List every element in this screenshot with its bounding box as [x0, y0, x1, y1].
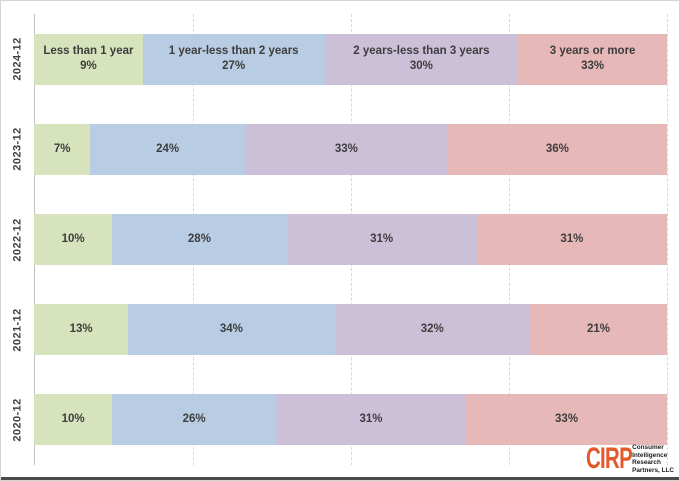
tagline-line: Research — [632, 459, 661, 467]
segment-value-label: 28% — [187, 232, 211, 245]
bar-segment: 10% — [34, 394, 113, 446]
segment-category-label: Less than 1 year — [43, 44, 134, 57]
segment-value-label: 13% — [69, 323, 93, 336]
segment-value-label: 24% — [156, 142, 180, 155]
bar-segment: 33% — [244, 123, 448, 175]
segment-value-label: 31% — [370, 232, 394, 245]
bar-segment: 24% — [90, 123, 245, 175]
segment-value-label: 36% — [545, 142, 569, 155]
segment-value-label: 33% — [555, 413, 579, 426]
bar-segment: 26% — [112, 394, 276, 446]
bar-segment: 1 year-less than 2 years 27% — [142, 33, 325, 85]
cirp-logo: CIRP Consumer Intelligence Research Part… — [586, 444, 674, 475]
bar-segment: 31% — [476, 214, 667, 265]
bar-segment: 33% — [466, 394, 667, 446]
chart-row: 2022-12 10% 28% 31% 31% — [1, 194, 667, 284]
segment-value-label: 33% — [581, 60, 605, 73]
bar-segment: Less than 1 year 9% — [34, 33, 143, 85]
stacked-bar: 7% 24% 33% 36% — [34, 123, 667, 175]
y-axis-label: 2023-12 — [11, 127, 24, 171]
segment-value-label: 34% — [219, 323, 243, 336]
tagline-line: Partners, LLC — [632, 467, 674, 475]
segment-value-label: 7% — [53, 142, 71, 155]
segment-value-label: 26% — [182, 413, 206, 426]
stacked-bar: 13% 34% 32% 21% — [34, 304, 667, 356]
bar-segment: 2 years-less than 3 years 30% — [324, 33, 519, 85]
segment-value-label: 27% — [222, 60, 246, 73]
chart-row: 2020-12 10% 26% 31% 33% — [1, 375, 667, 465]
cirp-logo-tagline: Consumer Intelligence Research Partners,… — [632, 444, 674, 475]
segment-category-label: 1 year-less than 2 years — [168, 44, 299, 57]
stacked-bar: 10% 26% 31% 33% — [34, 394, 667, 446]
chart-row: 2024-12 Less than 1 year 9% 1 year-less tha… — [1, 14, 667, 104]
bottom-border-strip — [1, 477, 679, 480]
segment-category-label: 2 years-less than 3 years — [353, 44, 490, 57]
tagline-line: Consumer — [632, 443, 664, 451]
segment-value-label: 10% — [61, 232, 85, 245]
bar-segment: 36% — [447, 123, 667, 175]
bar-segment: 34% — [128, 304, 335, 356]
y-axis-label: 2021-12 — [11, 308, 24, 352]
stacked-bar: Less than 1 year 9% 1 year-less than 2 yea… — [34, 33, 667, 85]
bar-segment: 32% — [334, 304, 531, 356]
segment-value-label: 31% — [359, 413, 383, 426]
bar-segment: 31% — [286, 214, 477, 265]
y-axis-label: 2024-12 — [11, 37, 24, 81]
segment-value-label: 9% — [80, 60, 97, 73]
bar-segment: 7% — [34, 123, 91, 175]
bar-segment: 13% — [34, 304, 129, 356]
y-axis-label: 2020-12 — [11, 398, 24, 442]
tagline-line: Intelligence — [632, 451, 668, 459]
cirp-logo-wordmark: CIRP — [586, 442, 633, 476]
segment-value-label: 30% — [409, 60, 433, 73]
chart-rows: 2024-12 Less than 1 year 9% 1 year-less tha… — [1, 14, 667, 465]
segment-value-label: 21% — [587, 323, 611, 336]
bar-segment: 21% — [530, 304, 667, 356]
segment-value-label: 33% — [334, 142, 358, 155]
gridline-100pct — [667, 14, 668, 465]
bar-segment: 31% — [275, 394, 467, 446]
bar-segment: 3 years or more 33% — [518, 33, 667, 85]
chart-row: 2023-12 7% 24% 33% 36% — [1, 104, 667, 194]
bar-segment: 10% — [34, 214, 113, 265]
chart-row: 2021-12 13% 34% 32% 21% — [1, 285, 667, 375]
segment-value-label: 10% — [61, 413, 85, 426]
bar-segment: 28% — [112, 214, 287, 265]
segment-value-label: 32% — [420, 323, 444, 336]
stacked-bar: 10% 28% 31% 31% — [34, 214, 667, 265]
segment-category-label: 3 years or more — [549, 44, 636, 57]
segment-value-label: 31% — [560, 232, 584, 245]
y-axis-label: 2022-12 — [11, 217, 24, 262]
